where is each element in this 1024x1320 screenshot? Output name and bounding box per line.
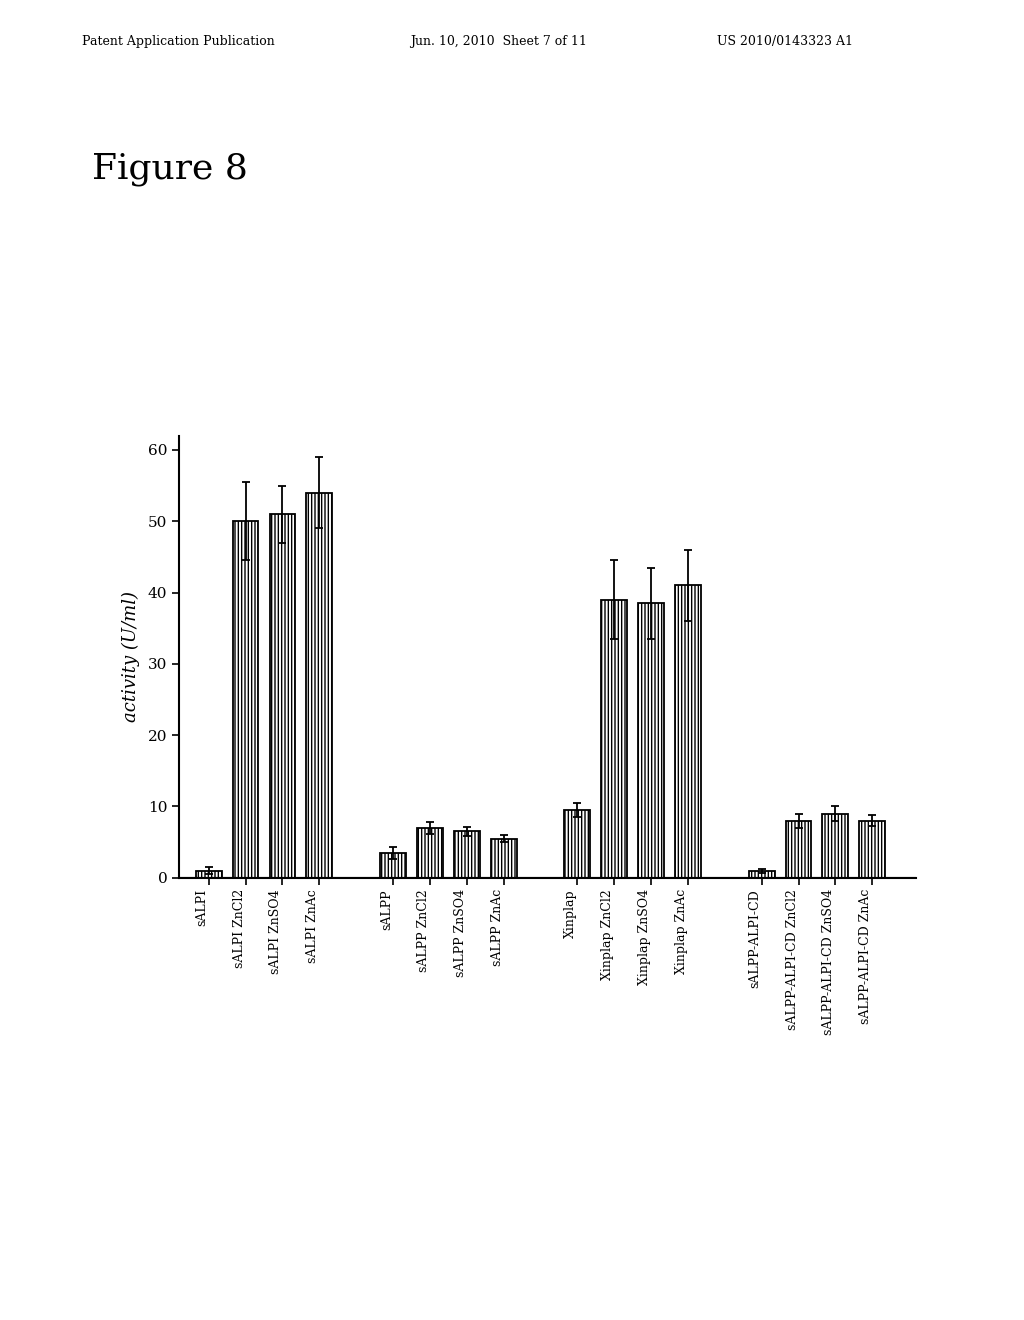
Bar <box>269 513 295 878</box>
Bar <box>490 838 516 878</box>
Text: Jun. 10, 2010  Sheet 7 of 11: Jun. 10, 2010 Sheet 7 of 11 <box>410 34 587 48</box>
Bar <box>232 521 258 878</box>
Bar <box>601 599 627 878</box>
Y-axis label: activity (U/ml): activity (U/ml) <box>121 591 139 722</box>
Bar <box>196 871 221 878</box>
Bar <box>859 821 885 878</box>
Bar <box>675 585 700 878</box>
Text: Figure 8: Figure 8 <box>92 152 248 186</box>
Bar <box>417 828 442 878</box>
Bar <box>822 813 848 878</box>
Bar <box>454 832 479 878</box>
Text: US 2010/0143323 A1: US 2010/0143323 A1 <box>717 34 853 48</box>
Bar <box>638 603 664 878</box>
Bar <box>785 821 811 878</box>
Bar <box>380 853 406 878</box>
Bar <box>564 810 590 878</box>
Bar <box>306 492 332 878</box>
Bar <box>749 871 774 878</box>
Text: Patent Application Publication: Patent Application Publication <box>82 34 274 48</box>
